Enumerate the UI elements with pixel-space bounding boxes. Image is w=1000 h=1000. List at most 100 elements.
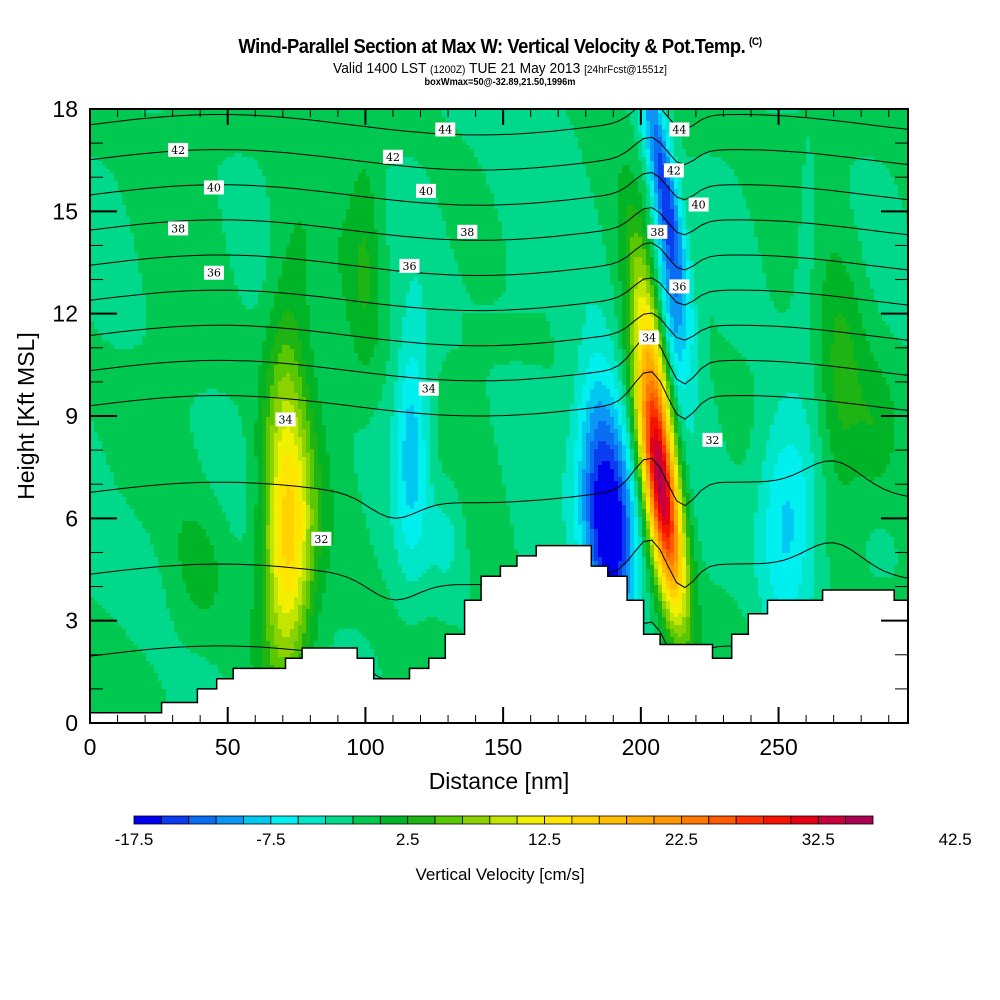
- field-cell: [694, 177, 699, 182]
- field-cell: [730, 177, 735, 182]
- field-cell: [834, 177, 839, 182]
- field-cell: [290, 145, 295, 150]
- field-cell: [670, 193, 675, 198]
- field-cell: [90, 113, 95, 118]
- field-cell: [362, 193, 367, 198]
- field-cell: [770, 153, 775, 158]
- field-cell: [774, 137, 779, 142]
- field-cell: [622, 121, 627, 126]
- field-cell: [478, 193, 483, 198]
- field-cell: [322, 137, 327, 142]
- field-cell: [826, 109, 831, 114]
- field-cell: [374, 153, 379, 158]
- field-cell: [226, 149, 231, 154]
- field-cell: [506, 109, 511, 114]
- field-cell: [742, 129, 747, 134]
- field-cell: [330, 149, 335, 154]
- field-cell: [774, 141, 779, 146]
- field-cell: [110, 181, 115, 186]
- field-cell: [266, 169, 271, 174]
- field-cell: [890, 181, 895, 186]
- field-cell: [874, 185, 879, 190]
- field-cell: [734, 109, 739, 114]
- field-cell: [118, 121, 123, 126]
- field-cell: [118, 113, 123, 118]
- field-cell: [530, 161, 535, 166]
- field-cell: [290, 205, 295, 210]
- field-cell: [250, 169, 255, 174]
- field-cell: [702, 185, 707, 190]
- field-cell: [94, 153, 99, 158]
- field-cell: [410, 109, 415, 114]
- field-cell: [318, 205, 323, 210]
- field-cell: [642, 157, 647, 162]
- field-cell: [318, 157, 323, 162]
- field-cell: [610, 145, 615, 150]
- field-cell: [158, 173, 163, 178]
- field-cell: [94, 117, 99, 122]
- field-cell: [194, 125, 199, 130]
- field-cell: [106, 153, 111, 158]
- field-cell: [398, 141, 403, 146]
- field-cell: [694, 157, 699, 162]
- field-cell: [518, 177, 523, 182]
- field-cell: [790, 109, 795, 114]
- field-cell: [358, 109, 363, 114]
- field-cell: [302, 169, 307, 174]
- field-cell: [382, 137, 387, 142]
- field-cell: [678, 197, 683, 202]
- field-cell: [138, 133, 143, 138]
- field-cell: [670, 197, 675, 202]
- field-cell: [266, 141, 271, 146]
- field-cell: [474, 173, 479, 178]
- field-cell: [186, 153, 191, 158]
- field-cell: [394, 113, 399, 118]
- field-cell: [106, 149, 111, 154]
- field-cell: [134, 201, 139, 206]
- field-cell: [598, 173, 603, 178]
- field-cell: [334, 141, 339, 146]
- field-cell: [338, 113, 343, 118]
- field-cell: [550, 157, 555, 162]
- field-cell: [754, 137, 759, 142]
- field-cell: [470, 197, 475, 202]
- field-cell: [462, 141, 467, 146]
- field-cell: [446, 153, 451, 158]
- field-cell: [498, 137, 503, 142]
- field-cell: [498, 125, 503, 130]
- field-cell: [598, 109, 603, 114]
- field-cell: [842, 113, 847, 118]
- field-cell: [886, 145, 891, 150]
- field-cell: [230, 169, 235, 174]
- field-cell: [278, 149, 283, 154]
- field-cell: [170, 161, 175, 166]
- field-cell: [594, 173, 599, 178]
- field-cell: [798, 137, 803, 142]
- field-cell: [758, 161, 763, 166]
- field-cell: [518, 193, 523, 198]
- field-cell: [870, 177, 875, 182]
- field-cell: [398, 181, 403, 186]
- field-cell: [618, 177, 623, 182]
- field-cell: [250, 177, 255, 182]
- field-cell: [486, 121, 491, 126]
- field-cell: [270, 153, 275, 158]
- field-cell: [390, 185, 395, 190]
- field-cell: [198, 197, 203, 202]
- field-cell: [306, 157, 311, 162]
- field-cell: [130, 157, 135, 162]
- field-cell: [262, 189, 267, 194]
- field-cell: [242, 173, 247, 178]
- field-cell: [306, 193, 311, 198]
- field-cell: [794, 153, 799, 158]
- field-cell: [278, 189, 283, 194]
- field-cell: [882, 185, 887, 190]
- field-cell: [278, 137, 283, 142]
- field-cell: [446, 157, 451, 162]
- field-cell: [710, 133, 715, 138]
- field-cell: [778, 193, 783, 198]
- field-cell: [602, 181, 607, 186]
- field-cell: [266, 117, 271, 122]
- field-cell: [566, 177, 571, 182]
- field-cell: [846, 177, 851, 182]
